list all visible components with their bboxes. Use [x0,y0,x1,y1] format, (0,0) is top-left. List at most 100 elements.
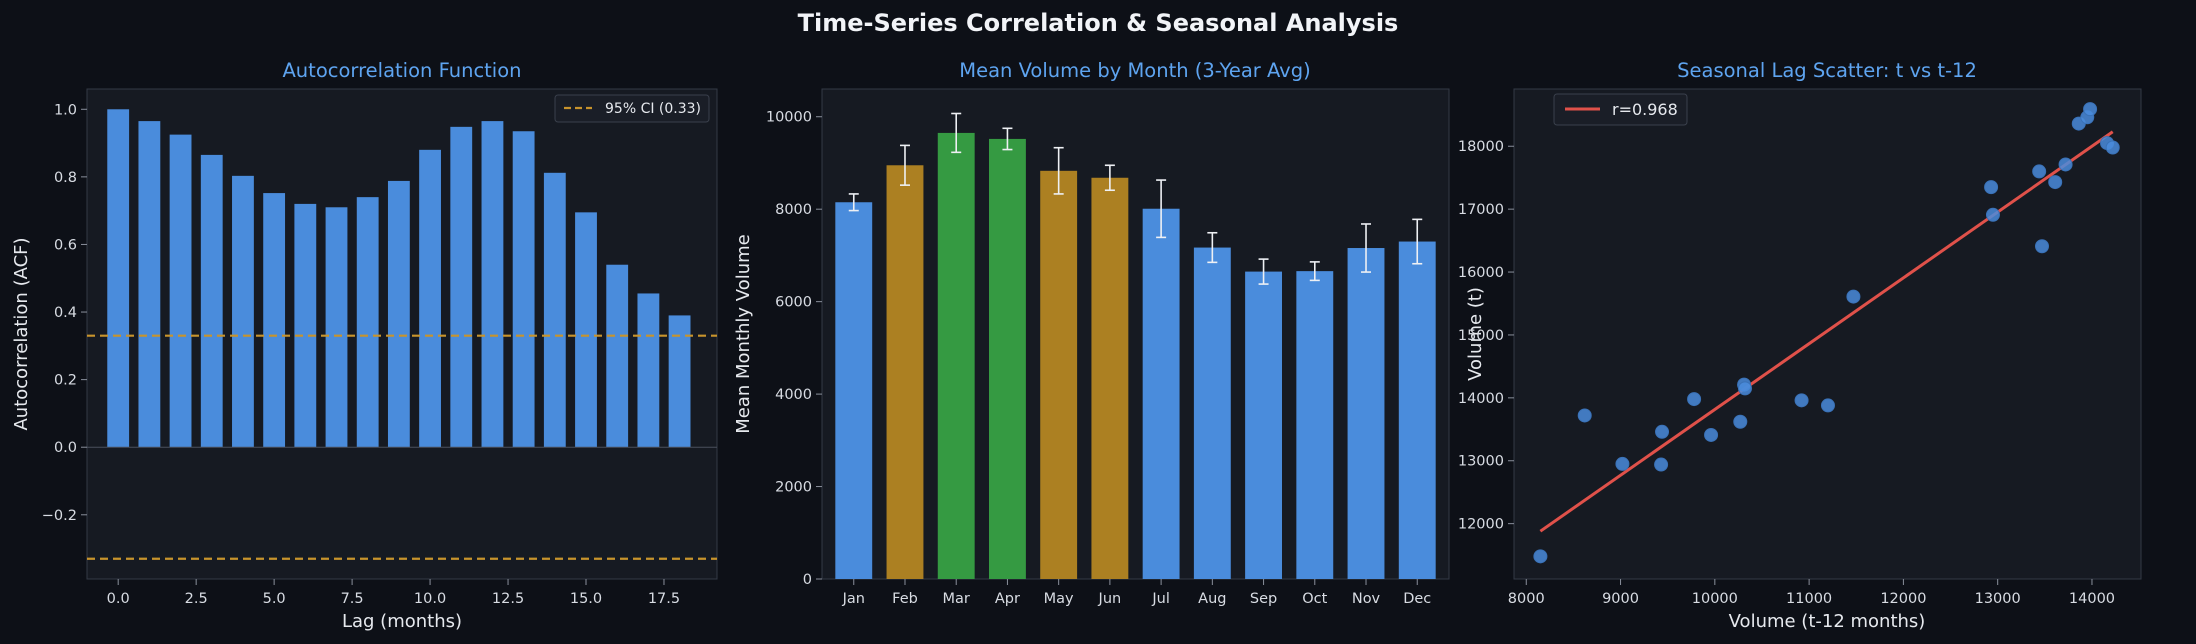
scatter-point [1533,549,1548,564]
acf-bar [512,131,535,448]
scatter-point [2032,164,2047,179]
acf-bar [107,109,130,448]
scatter-xtick-label: 13000 [1975,591,2021,607]
month-bar [886,165,924,579]
acf-bar [575,212,597,448]
acf-xtick-label: 12.5 [492,591,524,607]
monthly-ytick-label: 8000 [775,202,812,218]
monthly-ytick-label: 2000 [775,480,812,496]
scatter-fit-line-group [1539,130,2114,533]
scatter-xtick-label: 11000 [1786,591,1832,607]
month-bar [1040,170,1078,580]
scatter-ytick-label: 18000 [1458,139,1504,155]
scatter-point [1655,424,1670,439]
acf-ytick-label: 0.2 [54,373,77,389]
scatter-ytick-label: 15000 [1458,328,1504,344]
acf-xtick-label: 2.5 [185,591,208,607]
scatter-points [1533,102,2120,564]
scatter-point [1984,180,1999,195]
monthly-xtick-label: Nov [1352,591,1381,607]
acf-bar [637,293,660,448]
acf-bar [450,126,473,448]
scatter-point [1733,414,1748,429]
scatter-title: Seasonal Lag Scatter: t vs t-12 [1677,59,1977,82]
monthly-ytick-label: 0 [803,572,812,588]
scatter-xtick-label: 10000 [1692,591,1738,607]
month-bar [1091,177,1129,580]
month-bar [1347,248,1385,580]
scatter-ytick-label: 12000 [1458,517,1504,533]
scatter-point [2048,175,2063,190]
acf-xtick-label: 0.0 [107,591,130,607]
acf-legend: 95% CI (0.33) [554,94,710,123]
scatter-point [1577,408,1592,423]
acf-xtick-label: 17.5 [648,591,680,607]
monthly-xticks: Jan Feb Mar Apr May Jun Jul Aug Sep Oct Nov Dec [842,579,1431,607]
monthly-xtick-label: Oct [1302,591,1327,607]
acf-bar [138,121,161,448]
acf-bar [232,175,254,448]
monthly-xtick-label: Jun [1098,591,1122,607]
monthly-error-bars [848,112,1423,285]
scatter-ytick-label: 17000 [1458,202,1504,218]
monthly-xtick-label: Feb [892,591,918,607]
acf-yticks: −0.2 0.0 0.2 0.4 0.6 0.8 1.0 [42,102,87,524]
acf-bar [325,207,348,448]
scatter-legend-box [1553,93,1688,126]
scatter-panel: Seasonal Lag Scatter: t vs t-12 Volume (… [1458,59,2142,632]
acf-bar [668,315,691,448]
acf-bar [543,172,566,448]
acf-ytick-label: 1.0 [54,102,77,118]
scatter-xtick-label: 14000 [2069,591,2115,607]
month-bar [835,202,873,580]
acf-ytick-label: 0.4 [54,305,77,321]
monthly-plot-area [821,88,1450,580]
scatter-fit-line [1539,130,2114,533]
scatter-legend-label: r=0.968 [1612,100,1678,119]
scatter-xlabel: Volume (t-12 months) [1729,611,1926,632]
acf-bar [200,154,223,448]
acf-bar [294,203,317,448]
scatter-ytick-label: 16000 [1458,265,1504,281]
acf-bar [263,193,286,448]
scatter-point [1820,398,1835,413]
acf-xticks: 0.0 2.5 5.0 7.5 10.0 12.5 15.0 17.5 [107,579,680,607]
scatter-yticks: 12000 13000 14000 15000 16000 17000 18000 [1458,139,1514,533]
scatter-xticks: 8000 9000 10000 11000 12000 13000 14000 [1508,579,2115,607]
month-bar [1245,271,1283,579]
scatter-point [2058,157,2073,172]
acf-bar [606,264,629,448]
monthly-ylabel: Mean Monthly Volume [733,234,754,434]
acf-ylabel: Autocorrelation (ACF) [11,237,32,430]
monthly-xtick-label: Aug [1198,591,1226,607]
monthly-xtick-label: Dec [1403,591,1431,607]
scatter-point [1985,207,2000,222]
monthly-ytick-label: 4000 [775,387,812,403]
acf-title: Autocorrelation Function [282,59,521,82]
monthly-xtick-label: Sep [1250,591,1277,607]
month-bar [1142,208,1180,579]
monthly-yticks: 0 2000 4000 6000 8000 10000 [766,110,822,588]
scatter-ytick-label: 14000 [1458,391,1504,407]
acf-bar [387,180,410,448]
monthly-xtick-label: Apr [995,591,1020,607]
scatter-xtick-label: 9000 [1602,591,1639,607]
acf-ytick-label: 0.8 [54,170,77,186]
acf-legend-label: 95% CI (0.33) [605,101,701,117]
scatter-point [1704,427,1719,442]
scatter-point [2105,140,2120,155]
acf-xtick-label: 10.0 [414,591,446,607]
acf-xlabel: Lag (months) [342,611,462,632]
scatter-ylabel: Volume (t) [1465,287,1486,381]
scatter-point [1654,457,1669,472]
acf-ytick-label: −0.2 [42,508,77,524]
scatter-xtick-label: 8000 [1508,591,1545,607]
month-bar [988,138,1026,579]
acf-bar [481,121,504,448]
acf-legend-box [554,94,710,123]
acf-xtick-label: 7.5 [341,591,364,607]
month-bar [1398,241,1436,579]
scatter-point [1846,289,1861,304]
monthly-xtick-label: Jul [1151,591,1170,607]
scatter-plot-area [1513,88,2142,580]
